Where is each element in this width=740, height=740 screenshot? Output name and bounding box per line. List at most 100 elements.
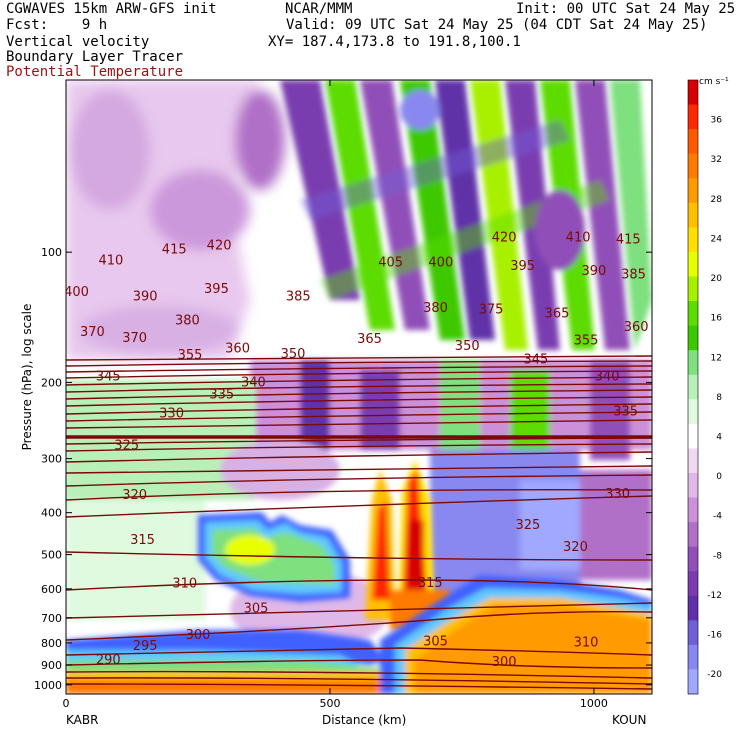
colorbar-tick-label: -20: [707, 670, 722, 680]
theta-contour-label: 320: [122, 488, 147, 503]
theta-contour-label: 335: [209, 387, 234, 402]
init-time: Init: 00 UTC Sat 24 May 25: [516, 1, 736, 17]
colorbar-swatch: [688, 178, 698, 204]
y-tick-label: 700: [41, 612, 62, 625]
colorbar-swatch: [688, 571, 698, 597]
colorbar-tick-label: -12: [707, 591, 722, 601]
colorbar-swatch: [688, 472, 698, 499]
theta-contour-label: 365: [357, 332, 382, 347]
endpoint-right-label: KOUN: [612, 713, 647, 727]
y-tick-label: 1000: [34, 679, 62, 692]
colorbar-tick-label: -8: [713, 551, 722, 561]
forecast-hour: Fcst: 9 h: [6, 17, 108, 33]
x-axis-label: Distance (km): [322, 713, 407, 727]
theta-contour-label: 340: [595, 370, 620, 385]
colorbar-swatch: [688, 227, 698, 253]
colorbar-frame: [687, 79, 699, 695]
theta-contour-label: 310: [172, 576, 197, 591]
theta-contour-label: 370: [122, 331, 147, 346]
colorbar-tick-label: 4: [716, 433, 722, 443]
colorbar-tick-label: 12: [711, 353, 722, 363]
y-tick-label: 900: [41, 659, 62, 672]
gravity-wave-streaks: [280, 80, 652, 350]
colorbar-swatch: [688, 423, 698, 449]
colorbar-tick-label: 8: [716, 393, 722, 403]
colorbar-tick-label: 32: [711, 155, 722, 165]
theta-contour-label: 355: [574, 333, 599, 348]
theta-contour-label: 395: [510, 259, 535, 274]
plot-frame: [65, 79, 653, 695]
colorbar-tick-label: -4: [713, 512, 722, 522]
theta-contour-label: 295: [133, 639, 158, 654]
colorbar-swatch: [688, 374, 698, 400]
theta-contour-label: 300: [492, 655, 517, 670]
theta-contour-label: 380: [175, 313, 200, 328]
theta-contour-label: 360: [225, 341, 250, 356]
colorbar-swatch: [688, 350, 698, 376]
theta-contour-label: 410: [98, 254, 123, 269]
colorbar-tick-label: 20: [711, 274, 723, 284]
y-tick-label: 200: [41, 376, 62, 389]
theta-contour-label: 340: [241, 375, 266, 390]
theta-contour-label: 395: [204, 282, 229, 297]
colorbar-tick-label: 36: [711, 116, 723, 126]
theta-contour-label: 415: [162, 242, 187, 257]
theta-contour-label: 375: [479, 303, 504, 318]
y-tick-label: 300: [41, 453, 62, 466]
colorbar-swatch: [688, 301, 698, 327]
colorbar-tick-label: 0: [716, 472, 722, 482]
colorbar-swatch: [688, 546, 698, 572]
theta-contour-label: 300: [186, 628, 211, 643]
colorbar-swatch: [688, 202, 698, 228]
colorbar-swatch: [688, 325, 698, 351]
colorbar-swatch: [688, 522, 698, 548]
colorbar-tick-label: 24: [711, 234, 723, 244]
colorbar-swatch: [688, 448, 698, 474]
theta-contour-label: 390: [582, 264, 607, 279]
theta-contour-label: 385: [621, 267, 646, 282]
colorbar-tick-label: -16: [707, 631, 722, 641]
x-tick-label: 0: [63, 697, 70, 710]
y-tick-label: 600: [41, 583, 62, 596]
y-tick-label: 400: [41, 507, 62, 520]
theta-contour-label: 420: [207, 239, 232, 254]
theta-contour-label: 310: [574, 636, 599, 651]
x-tick-label: 1000: [580, 697, 608, 710]
y-tick-label: 800: [41, 637, 62, 650]
theta-contour-label: 315: [418, 576, 443, 591]
org-label: NCAR/MMM: [285, 1, 353, 17]
theta-contour-label: 330: [159, 407, 184, 422]
colorbar-swatch: [688, 80, 698, 106]
colorbar-swatch: [688, 497, 698, 523]
field-vertical-velocity: Vertical velocity: [6, 34, 150, 50]
colorbar-swatch: [688, 399, 698, 425]
theta-contour-label: 405: [378, 255, 403, 270]
theta-contour-label: 350: [455, 339, 480, 354]
colorbar-swatch: [688, 644, 698, 670]
vertical-velocity-field: [66, 80, 652, 694]
theta-contour-label: 325: [516, 518, 541, 533]
colorbar-swatch: [688, 104, 698, 130]
colorbar-swatch: [688, 276, 698, 302]
y-tick-label: 500: [41, 549, 62, 562]
theta-contour-label: 305: [244, 601, 269, 616]
endpoint-left-label: KABR: [66, 713, 99, 727]
x-tick-label: 500: [319, 697, 340, 710]
colorbar: 36 32 28 24 20 16 12 8 4 0 -4 -8 -12 -16 -20: [687, 79, 723, 695]
theta-contour-label: 290: [96, 653, 121, 668]
theta-contour-label: 410: [566, 231, 591, 246]
theta-contour-label: 380: [423, 301, 448, 316]
theta-contour-label: 350: [281, 347, 306, 362]
theta-contour-label: 335: [613, 404, 638, 419]
valid-time: Valid: 09 UTC Sat 24 May 25 (04 CDT Sat …: [286, 17, 708, 33]
colorbar-swatch: [688, 595, 698, 621]
field-potential-temperature: Potential Temperature: [6, 64, 184, 80]
model-title: CGWAVES 15km ARW-GFS init: [6, 1, 217, 17]
theta-contour-label: 355: [178, 348, 203, 363]
theta-contour-label: 400: [428, 255, 453, 270]
theta-contour-label: 345: [96, 370, 121, 385]
theta-contour-label: 320: [563, 540, 588, 555]
theta-contour-label: 360: [624, 320, 649, 335]
colorbar-tick-label: 28: [711, 195, 723, 205]
